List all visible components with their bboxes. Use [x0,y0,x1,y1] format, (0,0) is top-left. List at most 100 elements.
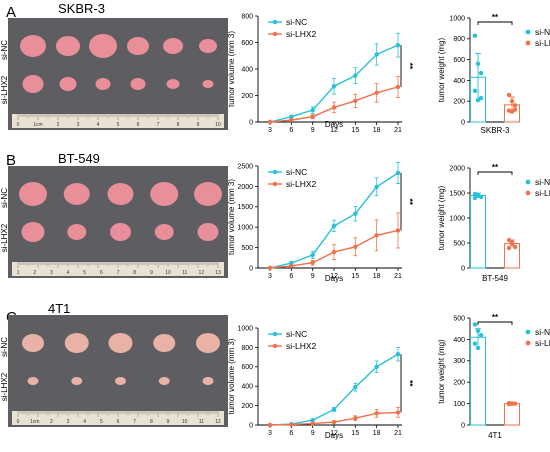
tumor-si-lhx2 [110,223,131,241]
ruler-number: 4 [97,122,100,128]
ruler-number: 9 [167,419,170,425]
ruler-unit-label: 1cm [33,122,42,128]
x-tick-label: 21 [394,127,402,134]
data-point [472,195,478,201]
y-tick-label: 400 [453,337,465,344]
data-point [374,184,379,190]
y-tick-label: 600 [453,57,465,64]
ruler-number: 10 [165,270,171,276]
data-point [374,233,379,238]
y-tick-label: 0 [461,119,465,126]
ruler-number: 4 [67,270,70,276]
data-point [509,99,515,104]
category-label: SKBR-3 [481,126,510,135]
data-point [331,419,337,425]
panel-title: SKBR-3 [58,1,105,16]
data-point [509,241,515,247]
ruler-unit-label: 1cm [30,419,39,425]
data-point [395,228,401,233]
y-tick-label: 1000 [449,215,465,222]
bar-si-NC [470,336,486,426]
tumor-si-nc [127,37,149,55]
legend-dot [525,29,531,35]
data-point [289,114,294,119]
data-point [331,249,337,255]
category-label: BT-549 [482,274,508,283]
tumor-si-lhx2 [22,75,44,93]
legend-dot [525,190,531,196]
data-point [475,61,481,66]
data-point [310,421,315,426]
y-tick-label: 200 [453,380,465,387]
x-tick-label: 3 [268,430,272,437]
data-point [512,107,518,112]
data-point [310,252,315,258]
panel-letter: B [6,152,16,169]
data-point [395,351,401,357]
legend-label: si-LHX2 [535,338,550,348]
data-point [512,103,518,108]
significance-mark: ** [492,163,499,172]
bar-si-LHX2 [504,403,520,426]
ruler-number: 0 [17,122,20,128]
ruler-number: 6 [137,122,140,128]
y-tick-label: 0 [249,422,253,429]
y-tick-label: 800 [241,345,253,352]
y-tick-label: 400 [241,384,253,391]
y-tick-label: 400 [241,66,253,73]
photo-background [8,166,228,278]
ruler-number: 12 [215,419,221,425]
ruler-number: 9 [197,122,200,128]
line-chart: 0 200 400 600 800 3 6 9 12 15 18 21 Days tumor volume… [227,13,414,134]
data-point [478,70,484,76]
series-line-si-NC [269,353,399,426]
x-tick-label: 12 [330,127,338,134]
y-axis-label: tumor weight (mg) [437,37,446,102]
row-label-si-nc: si-NC [0,188,9,208]
y-tick-label: 2500 [237,163,253,170]
data-point [267,422,273,428]
ruler-number: 3 [67,419,70,425]
ruler-number: 2 [50,419,53,425]
ruler-number: 10 [215,122,221,128]
legend-label: si-NC [535,327,550,337]
ruler-number: 0 [17,419,20,425]
tumor-si-nc [194,182,222,206]
data-point [353,211,358,216]
data-point [353,98,358,104]
ruler-number: 10 [182,419,188,425]
ruler-number: 2 [57,122,60,128]
ruler-number: 5 [117,122,120,128]
tumor-si-lhx2 [130,78,146,90]
data-point [353,384,358,390]
data-point [472,33,478,38]
row-label-si-lhx2: si-LHX2 [0,372,9,401]
ruler-number: 8 [133,270,136,276]
y-tick-label: 2000 [449,165,465,172]
ruler-number: 5 [100,419,103,425]
data-point [353,416,358,421]
x-tick-label: 3 [268,127,272,134]
legend-dot [525,40,531,46]
x-tick-label: 3 [268,273,272,280]
data-point [478,332,484,338]
significance-bracket [477,321,513,325]
legend-label: si-NC [535,27,550,37]
y-axis-label: tumor volume (mm 3) [227,338,236,414]
data-point [353,73,358,78]
data-point [374,364,379,369]
data-point [289,263,294,269]
tumor-si-nc [89,34,117,58]
data-point [475,345,481,351]
y-tick-label: 600 [241,364,253,371]
x-tick-label: 18 [373,273,381,280]
significance-mark: ** [405,199,414,206]
line-chart: 0 200 400 600 800 1000 3 6 9 12 15 18 21 Days tumor vo… [227,325,414,440]
ruler-number: 7 [117,270,120,276]
ruler-number: 13 [215,270,221,276]
tumor-si-lhx2 [115,377,126,385]
data-point [374,90,379,96]
ruler-number: 8 [150,419,153,425]
legend-label: si-LHX2 [535,38,550,48]
